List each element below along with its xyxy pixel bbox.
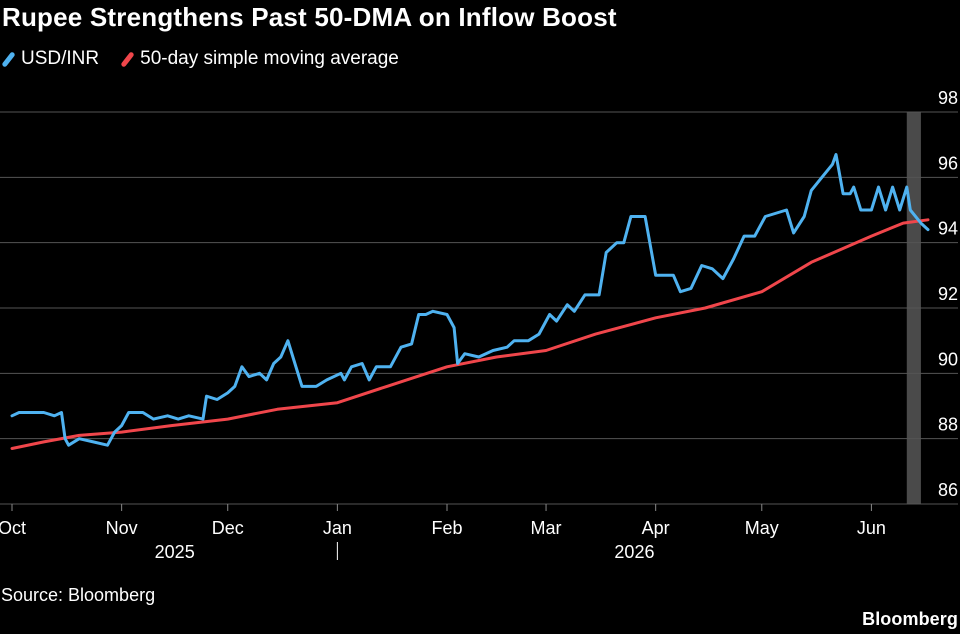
y-tick-label: 86: [938, 480, 958, 500]
x-tick-label: Dec: [212, 518, 244, 538]
x-tick-label: Oct: [0, 518, 26, 538]
y-tick-label: 94: [938, 219, 958, 239]
source-note: Source: Bloomberg: [1, 585, 156, 605]
legend-label-sma: 50-day simple moving average: [140, 48, 399, 69]
x-tick-label: May: [745, 518, 779, 538]
x-tick-label: Nov: [106, 518, 138, 538]
legend-label-usdinr: USD/INR: [21, 48, 100, 69]
year-label: 2026: [614, 542, 654, 562]
series-line-usdinr: [10, 153, 930, 447]
y-tick-label: 88: [938, 415, 958, 435]
y-tick-label: 92: [938, 284, 958, 304]
bloomberg-logo: Bloomberg: [862, 609, 958, 629]
legend-item-sma: 50-day simple moving average: [120, 48, 399, 70]
year-label: 2025: [155, 542, 195, 562]
legend-item-usdinr: USD/INR: [1, 48, 100, 70]
y-tick-label: 90: [938, 349, 958, 369]
y-tick-label: 96: [938, 153, 958, 173]
series-line-sma: [10, 218, 930, 450]
chart-title: Rupee Strengthens Past 50-DMA on Inflow …: [2, 2, 617, 32]
chart-legend: USD/INR 50-day simple moving average: [1, 48, 421, 70]
x-tick-label: Apr: [642, 518, 670, 538]
x-tick-label: Mar: [531, 518, 562, 538]
y-tick-label: 98: [938, 88, 958, 108]
x-tick-label: Jun: [857, 518, 886, 538]
x-tick-label: Feb: [431, 518, 462, 538]
x-tick-label: Jan: [323, 518, 352, 538]
